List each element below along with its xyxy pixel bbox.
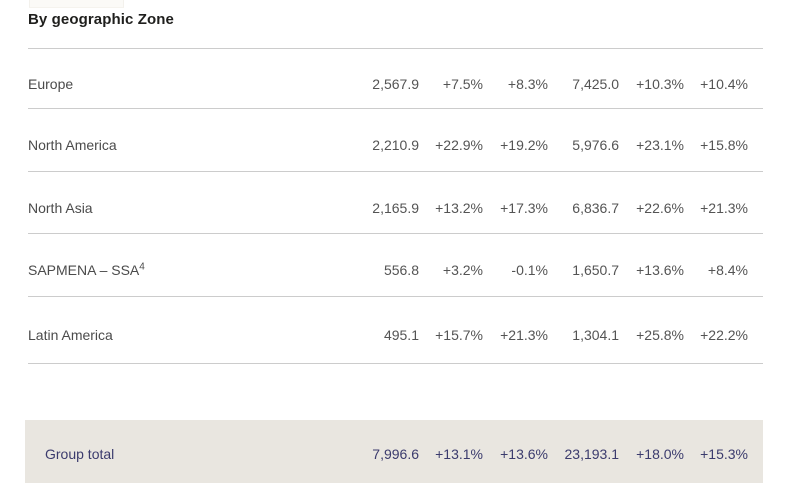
value-cell: 7,996.6 <box>372 445 419 462</box>
value-cell: 2,210.9 <box>372 137 419 153</box>
value-cell: 2,567.9 <box>372 75 419 92</box>
value-cell: +15.8% <box>700 137 748 153</box>
value-cell: -0.1% <box>511 262 548 278</box>
geographic-zone-table: Europe 2,567.9 +7.5% +8.3% 7,425.0 +10.3… <box>28 48 763 364</box>
zone-name: North Asia <box>28 199 93 216</box>
zone-label: North America <box>28 137 324 153</box>
value-cell: +25.8% <box>636 327 684 343</box>
value-cell: +23.1% <box>636 137 684 153</box>
footnote-marker: 4 <box>139 261 145 273</box>
value-cell: +13.2% <box>435 199 483 216</box>
value-cell: 5,976.6 <box>572 137 619 153</box>
value-cell: 7,425.0 <box>572 75 619 92</box>
zone-name: Latin America <box>28 327 113 343</box>
value-cell: +22.9% <box>435 137 483 153</box>
value-cell: +3.2% <box>442 262 483 278</box>
zone-name: North America <box>28 137 117 153</box>
zone-label: SAPMENA – SSA4 <box>28 262 324 278</box>
value-cell: 2,165.9 <box>372 199 419 216</box>
value-cell: +19.2% <box>500 137 548 153</box>
group-total-row: Group total 7,996.6 +13.1% +13.6% 23,193… <box>25 420 763 483</box>
table-row: SAPMENA – SSA4 556.8 +3.2% -0.1% 1,650.7… <box>28 234 763 297</box>
value-cell: 1,304.1 <box>572 327 619 343</box>
zone-label: Europe <box>28 76 324 92</box>
value-cell: +18.0% <box>636 445 684 462</box>
value-cell: +8.4% <box>707 262 748 278</box>
value-cell: +15.3% <box>700 445 748 462</box>
value-cell: +15.7% <box>435 327 483 343</box>
top-edge-highlight <box>29 0 124 8</box>
value-cell: 6,836.7 <box>572 199 619 216</box>
value-cell: 556.8 <box>383 262 419 278</box>
value-cell: +17.3% <box>500 199 548 216</box>
value-cell: 23,193.1 <box>564 445 620 462</box>
zone-label: Latin America <box>28 327 324 343</box>
group-total-label: Group total <box>45 445 115 462</box>
value-cell: +22.2% <box>700 327 748 343</box>
value-cell: +10.3% <box>636 75 684 92</box>
zone-name: SAPMENA – SSA <box>28 262 140 278</box>
value-cell: 1,650.7 <box>572 262 619 278</box>
value-cell: 495.1 <box>383 327 419 343</box>
value-cell: +10.4% <box>700 75 748 92</box>
table-row: North Asia 2,165.9 +13.2% +17.3% 6,836.7… <box>28 172 763 234</box>
zone-name: Europe <box>28 75 74 92</box>
value-cell: +13.1% <box>435 445 483 462</box>
value-cell: +13.6% <box>636 262 684 278</box>
value-cell: +21.3% <box>700 199 748 216</box>
value-cell: +8.3% <box>507 75 548 92</box>
table-row: Latin America 495.1 +15.7% +21.3% 1,304.… <box>28 297 763 364</box>
value-cell: +13.6% <box>500 445 548 462</box>
value-cell: +21.3% <box>500 327 548 343</box>
table-row: Europe 2,567.9 +7.5% +8.3% 7,425.0 +10.3… <box>28 49 763 109</box>
value-cell: +7.5% <box>442 75 483 92</box>
value-cell: +22.6% <box>636 199 684 216</box>
section-title: By geographic Zone <box>28 11 174 28</box>
table-row: North America 2,210.9 +22.9% +19.2% 5,97… <box>28 109 763 172</box>
zone-label: North Asia <box>28 200 324 216</box>
